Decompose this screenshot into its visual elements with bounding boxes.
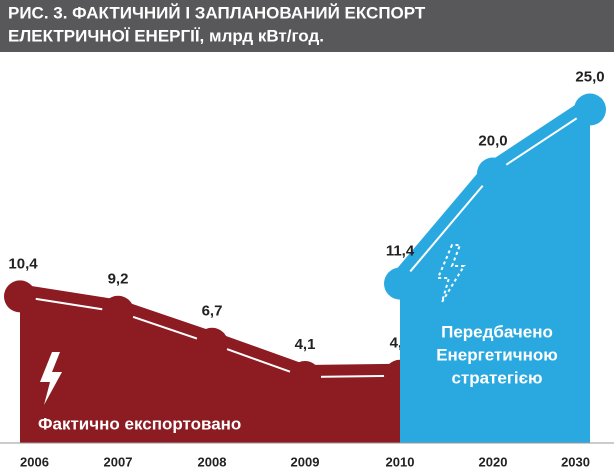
x-tick-label: 2020 bbox=[479, 454, 508, 469]
data-label: 9,2 bbox=[108, 271, 129, 288]
series-label: Фактично експортовано bbox=[38, 414, 241, 433]
marker bbox=[574, 93, 606, 126]
marker bbox=[102, 295, 134, 328]
x-tick-label: 2030 bbox=[561, 454, 590, 469]
chart-title: ЕЛЕКТРИЧНОЇ ЕНЕРГІЇ, млрд кВт/год. bbox=[8, 26, 324, 45]
icon bbox=[436, 244, 466, 303]
x-tick-label: 2008 bbox=[198, 454, 227, 469]
marker bbox=[477, 157, 509, 190]
series-label: Енергетичною bbox=[436, 345, 558, 364]
icon bbox=[40, 352, 62, 405]
x-tick-label: 2010 bbox=[386, 454, 415, 469]
data-label: 10,4 bbox=[8, 255, 38, 272]
marker bbox=[4, 280, 36, 313]
data-label: 20,0 bbox=[478, 132, 507, 149]
chart-title: РИС. 3. ФАКТИЧНИЙ І ЗАПЛАНОВАНИЙ ЕКСПОРТ bbox=[8, 3, 426, 22]
x-tick-label: 2007 bbox=[104, 454, 133, 469]
area bbox=[400, 109, 590, 443]
title-band bbox=[0, 0, 614, 52]
x-tick-label: 2009 bbox=[291, 454, 320, 469]
series-label: стратегією bbox=[451, 368, 542, 387]
data-label: 4,1 bbox=[295, 336, 316, 353]
data-label: 6,7 bbox=[202, 303, 223, 320]
x-tick-label: 2006 bbox=[20, 454, 49, 469]
data-label: 25,0 bbox=[575, 68, 604, 85]
area bbox=[20, 296, 400, 443]
plot: 10,49,26,74,14,211,420,025,0200620072008… bbox=[4, 68, 606, 469]
data-label: 11,4 bbox=[386, 243, 415, 260]
marker bbox=[289, 361, 321, 394]
marker bbox=[384, 267, 416, 300]
marker bbox=[196, 327, 228, 360]
series-label: Передбачено bbox=[441, 322, 553, 341]
